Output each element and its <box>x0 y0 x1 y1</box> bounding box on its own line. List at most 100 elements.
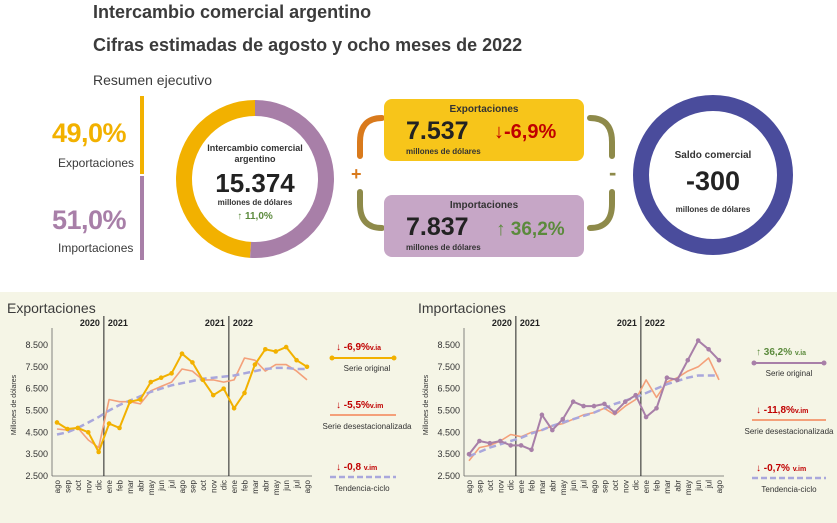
y-tick-label: 3.500 <box>25 449 48 459</box>
y-tick-label: 7.500 <box>25 362 48 372</box>
series-original-point <box>706 346 711 352</box>
y-tick-label: 2.500 <box>437 471 460 481</box>
up-arrow-icon: ↑ <box>237 211 243 222</box>
x-tick-label: ago <box>53 479 62 493</box>
series-original-point <box>252 362 258 367</box>
legend-trend-swatch <box>330 475 396 479</box>
y-tick-label: 2.500 <box>25 471 48 481</box>
balance-ring <box>633 95 793 255</box>
up-arrow-icon: ↑ <box>756 347 761 358</box>
series-original-point <box>283 344 289 350</box>
series-original-point <box>591 403 597 409</box>
y-axis-label: Millones de dólares <box>11 374 18 435</box>
legend-trend-suffix: v.im <box>792 466 807 473</box>
legend-original-name: Serie original <box>343 364 391 373</box>
series-original-point <box>65 426 70 432</box>
left-bracket-bottom <box>357 189 385 231</box>
charts-panel <box>0 292 837 523</box>
imports-box-label: Importaciones <box>449 200 519 211</box>
x-tick-label: feb <box>653 479 662 491</box>
legend-seasonal-name: Serie desestacionalizada <box>744 427 834 436</box>
imports-line-chart: 2.500 3.500 4.500 5.500 6.500 7.500 8.500 Millo… <box>423 316 724 495</box>
exports-box-value: 7.537 <box>406 117 469 145</box>
legend-seasonal-value: -11,8% <box>763 405 795 416</box>
x-tick-label: mar <box>251 480 260 494</box>
series-original-point <box>602 401 607 407</box>
series-original-point <box>716 357 722 363</box>
series-original-point <box>633 392 638 398</box>
x-tick-label: abr <box>136 480 145 492</box>
year-label: 2020 <box>492 318 512 328</box>
x-tick-label: sep <box>63 479 72 492</box>
exports-box: Exportaciones 7.537 millones de dólares … <box>384 99 584 161</box>
legend-trend-change: ↓ -0,7% v.im <box>756 463 806 474</box>
x-tick-label: may <box>559 480 568 495</box>
x-tick-label: nov <box>209 480 218 493</box>
x-tick-label: ago <box>178 479 187 493</box>
exports-chart-title: Exportaciones <box>7 300 96 316</box>
exports-box-change: ↓-6,9% <box>494 121 556 144</box>
page-title: Intercambio comercial argentino <box>93 2 372 22</box>
legend-seasonal-change: ↓ -5,5%v.im <box>336 400 383 411</box>
x-tick-label: may <box>272 480 281 495</box>
x-tick-label: oct <box>199 479 208 490</box>
series-original-point <box>529 447 534 453</box>
legend-trend-value: -0,7% <box>763 463 790 474</box>
legend-original-swatch <box>751 360 827 366</box>
x-tick-label: ene <box>642 479 651 493</box>
x-tick-label: jul <box>293 480 302 489</box>
series-original-point <box>612 410 618 415</box>
exports-share-label: Exportaciones <box>58 156 135 170</box>
legend-original-change: ↑ 36,2% v.ia <box>756 347 806 358</box>
x-tick-label: oct <box>74 479 83 490</box>
series-original-point <box>466 451 472 457</box>
x-tick-label: abr <box>548 480 557 492</box>
donut-imports-arc <box>250 100 334 258</box>
series-original-point <box>675 377 680 383</box>
down-arrow-icon: ↓ <box>336 462 341 473</box>
legend-seasonal-swatch <box>330 414 396 416</box>
trade-donut <box>176 100 334 258</box>
imports-share-label: Importaciones <box>58 241 134 255</box>
series-original-point <box>54 420 60 425</box>
y-axis-label: Millones de dólares <box>423 374 430 435</box>
imports-box-change-value: 36,2% <box>510 219 565 240</box>
year-label: 2020 <box>80 318 100 328</box>
y-tick-label: 5.500 <box>437 405 460 415</box>
series-original-point <box>96 449 101 455</box>
series-original-point <box>117 425 122 431</box>
series-original-point <box>560 416 566 422</box>
x-tick-label: may <box>147 480 156 495</box>
year-label: 2022 <box>233 318 253 328</box>
balance-label: Saldo comercial <box>674 150 752 161</box>
series-original-point <box>664 375 670 380</box>
series-original-point <box>158 375 164 380</box>
legend-original-value: 36,2% <box>763 347 793 358</box>
x-tick-label: dic <box>632 480 641 490</box>
y-tick-label: 6.500 <box>25 384 48 394</box>
year-label: 2021 <box>617 318 637 328</box>
x-tick-label: ago <box>303 479 312 493</box>
x-tick-label: jul <box>168 480 177 489</box>
x-tick-label: ene <box>517 479 526 493</box>
imports-chart-title: Importaciones <box>418 300 506 316</box>
legend-trend-name: Tendencia-ciclo <box>334 484 390 493</box>
y-tick-label: 6.500 <box>437 384 460 394</box>
series-original-point <box>148 379 154 385</box>
imports-share-bar <box>140 176 144 260</box>
trade-total-value: 15.374 <box>215 168 295 198</box>
series-original-point <box>685 357 691 363</box>
legend-original-name: Serie original <box>765 369 813 378</box>
legend-trend-value: -0,8 <box>343 462 362 473</box>
x-tick-label: sep <box>600 479 609 492</box>
series-original-point <box>477 438 482 444</box>
series-original-point <box>85 430 91 435</box>
x-tick-label: mar <box>126 480 135 494</box>
legend-original-suffix: v.ia <box>794 350 807 357</box>
imports-share-value: 51,0% <box>52 205 127 235</box>
balance-value: -300 <box>685 166 741 196</box>
down-arrow-icon: ↓ <box>756 405 761 416</box>
x-tick-label: jul <box>705 480 714 489</box>
exports-box-change-value: -6,9% <box>504 121 557 143</box>
y-tick-label: 3.500 <box>437 449 460 459</box>
